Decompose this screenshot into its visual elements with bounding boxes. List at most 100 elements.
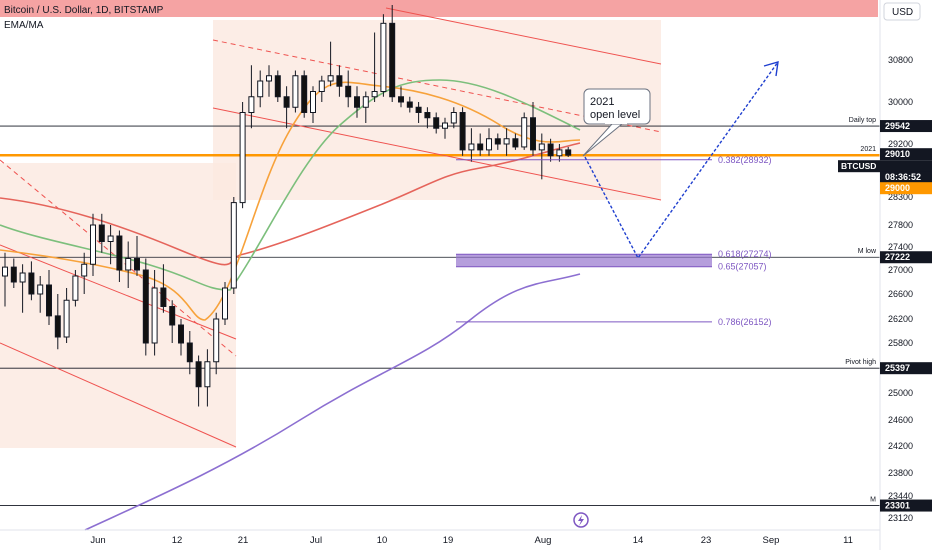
projection-arrowhead [763, 61, 779, 77]
candle-body [169, 306, 176, 326]
candle-body [538, 143, 545, 151]
price-axis[interactable]: 30800 30000 29200 28300 27800 27400 27000 26600… [888, 55, 913, 523]
price-tag-text: 29542 [885, 121, 910, 131]
price-tag-bg [880, 171, 932, 184]
candle-body [81, 263, 88, 277]
price-tick-label: 30000 [888, 97, 913, 107]
candle-body [160, 287, 167, 307]
price-tick-label: 25800 [888, 338, 913, 348]
price-tick-label: 26600 [888, 289, 913, 299]
candle-body [116, 235, 123, 271]
fib-label: 0.65(27057) [718, 262, 767, 272]
candle-body [380, 22, 387, 92]
channel-line [0, 342, 237, 448]
candle-body [477, 143, 484, 151]
price-tag-bg [880, 148, 932, 161]
candle-body [398, 96, 404, 103]
price-tick-label: 24600 [888, 415, 913, 425]
price-tick-label: 23800 [888, 468, 913, 478]
candle-body [450, 112, 457, 124]
price-tag-text: BTCUSD [841, 161, 876, 171]
annotation-line-2: open level [590, 109, 640, 121]
lightning-icon[interactable] [573, 512, 589, 528]
price-tick-label: 30800 [888, 55, 913, 65]
candle-body [230, 202, 237, 289]
candle-body [222, 287, 228, 320]
candle-body [354, 96, 360, 108]
price-tick-label: 23440 [888, 491, 913, 501]
level-label: M low [858, 248, 877, 255]
candle-body [424, 112, 431, 119]
channel-line [212, 107, 662, 201]
candle-body [98, 224, 105, 242]
candle-body [2, 266, 8, 277]
candle-body [371, 91, 378, 98]
moving-averages [0, 79, 581, 531]
price-tag-bg [880, 251, 932, 264]
candle-body [530, 117, 536, 151]
price-tag-bg [880, 182, 932, 195]
level-label: M [870, 497, 876, 504]
candle-body [125, 258, 132, 271]
level-label: Daily top [849, 117, 876, 124]
candle-body [556, 149, 563, 157]
price-tag-bg [880, 499, 932, 512]
price-tag-bg [880, 362, 932, 375]
candle-body [274, 75, 281, 98]
candle-body [28, 272, 35, 295]
annotation-callout[interactable]: 2021 open level [582, 88, 651, 157]
time-tick-label: Jun [90, 535, 105, 546]
candle-body [310, 91, 316, 113]
symbol-title: Bitcoin / U.S. Dollar, 1D, BITSTAMP [4, 5, 164, 16]
header-band [0, 0, 878, 17]
fib-label: 0.786(26152) [718, 317, 772, 327]
candle-body [54, 315, 61, 338]
time-tick-label: 19 [443, 535, 454, 546]
candle-body [494, 138, 501, 145]
candle-body [72, 275, 79, 301]
indicator-label[interactable]: EMA/MA [4, 20, 44, 31]
price-tag-text: 29000 [885, 183, 910, 193]
time-axis[interactable]: Jun 12 21 Jul 10 19 Aug 14 23 Sep 11 [90, 535, 853, 546]
currency-button[interactable]: USD [883, 2, 921, 21]
price-tick-label: 26200 [888, 314, 913, 324]
candle-body [442, 122, 448, 129]
time-tick-label: 21 [238, 535, 249, 546]
ma-purple-line [84, 273, 581, 531]
candle-body [336, 75, 343, 87]
candle-body [345, 85, 352, 98]
candle-body [239, 112, 246, 204]
candlesticks [2, 5, 572, 407]
candle-body [204, 361, 211, 388]
fib-label: 0.382(28932) [718, 155, 772, 165]
candle-body [565, 149, 572, 156]
price-tick-label: 28300 [888, 192, 913, 202]
candle-body [142, 269, 149, 344]
fib-levels: 0.382(28932) 0.618(27274) 0.65(27057) 0.786… [456, 155, 772, 327]
currency-button-label: USD [892, 7, 913, 18]
candle-body [468, 143, 475, 151]
candle-body [107, 235, 114, 242]
candle-body [90, 224, 96, 265]
candle-body [327, 75, 334, 82]
candle-body [389, 22, 396, 98]
horizontal-levels: Daily top 2021 M low Pivot high M [0, 117, 880, 506]
price-tag-text: 27222 [885, 252, 910, 262]
candle-body [178, 324, 184, 344]
candle-body [186, 342, 193, 363]
price-tick-label: 29200 [888, 139, 913, 149]
time-tick-label: 14 [633, 535, 644, 546]
candle-body [19, 272, 26, 283]
time-tick-label: 10 [377, 535, 388, 546]
candle-body [151, 287, 158, 344]
candle-body [213, 318, 220, 363]
candle-body [521, 117, 528, 148]
callout-pointer-mask [605, 121, 627, 124]
ema-orange-line [0, 81, 581, 321]
candle-body [195, 361, 202, 388]
price-tick-label: 27800 [888, 220, 913, 230]
price-tick-label: 27400 [888, 242, 913, 252]
candle-body [301, 75, 308, 113]
